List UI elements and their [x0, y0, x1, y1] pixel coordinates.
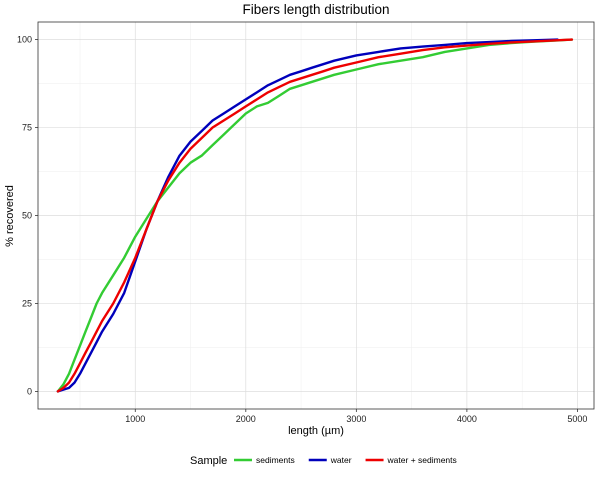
x-axis-title: length (µm): [288, 425, 344, 437]
y-tick-label: 25: [22, 298, 32, 308]
legend-label: water: [330, 455, 352, 465]
chart-title: Fibers length distribution: [242, 2, 389, 17]
series-line-water: [56, 38, 559, 393]
y-tick-label: 50: [22, 211, 32, 221]
legend-label: sediments: [256, 455, 295, 465]
series-layer: [56, 38, 574, 393]
y-axis-title: % recovered: [4, 185, 16, 247]
y-axis: 0 25 50 75 100: [17, 35, 38, 396]
series-line-water-sediments: [56, 38, 574, 393]
y-tick-label: 75: [22, 123, 32, 133]
x-tick-label: 5000: [567, 414, 587, 424]
legend: Sample sediments water water + sediments: [190, 455, 457, 467]
y-tick-label: 100: [17, 35, 32, 45]
grid-major: [38, 22, 594, 409]
x-tick-label: 3000: [346, 414, 366, 424]
series-line-sediments: [56, 38, 574, 393]
x-axis: 1000 2000 3000 4000 5000: [125, 409, 587, 424]
x-tick-label: 1000: [125, 414, 145, 424]
y-tick-label: 0: [27, 386, 32, 396]
legend-label: water + sediments: [387, 455, 457, 465]
x-tick-label: 4000: [457, 414, 477, 424]
legend-title: Sample: [190, 455, 227, 467]
x-tick-label: 2000: [236, 414, 256, 424]
